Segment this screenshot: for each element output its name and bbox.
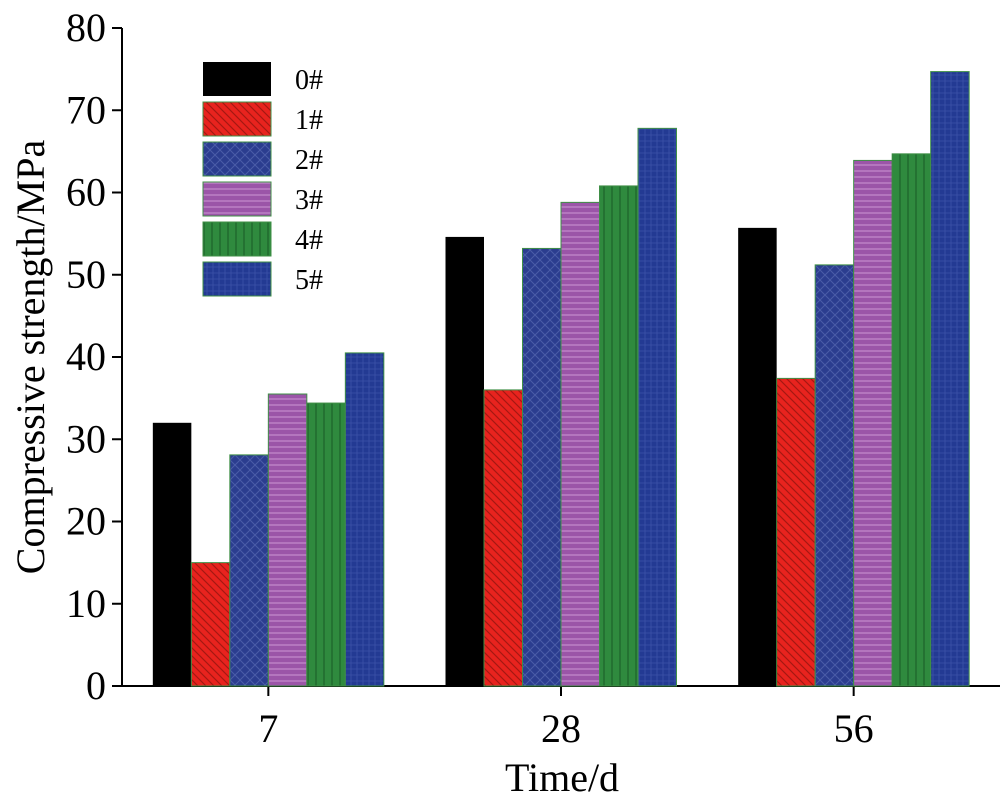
bar-0-56	[738, 227, 777, 686]
bar-2-56	[814, 264, 855, 687]
y-axis-title: Compressive strength/MPa	[8, 140, 53, 575]
legend-label: 5#	[295, 265, 323, 296]
bar-5-7	[344, 352, 385, 687]
legend-label: 4#	[295, 225, 323, 256]
x-tick-label: 56	[834, 706, 874, 751]
y-tick-label: 10	[66, 581, 106, 626]
y-tick-label: 80	[66, 5, 106, 50]
bar-2-28	[522, 247, 562, 687]
bar-3-56	[853, 159, 893, 687]
bar-4-7	[306, 402, 346, 687]
legend-label: 1#	[295, 105, 323, 136]
bar-3-7	[267, 393, 308, 687]
legend-swatch	[202, 261, 272, 297]
legend-swatch	[203, 62, 271, 96]
legend-label: 0#	[295, 65, 323, 96]
legend: 0# 1# 2# 3# 4# 5#	[202, 62, 323, 297]
y-tick-label: 40	[66, 334, 106, 379]
y-tick-label: 0	[86, 663, 106, 708]
bar-1-56	[776, 377, 816, 687]
y-tick-label: 30	[66, 416, 106, 461]
x-tick-label: 7	[258, 706, 278, 751]
legend-swatch	[202, 181, 272, 217]
bar-5-56	[930, 71, 970, 687]
bars-group	[152, 71, 970, 687]
legend-swatch	[202, 101, 272, 137]
legend-label: 2#	[295, 145, 323, 176]
y-tick-label: 70	[66, 87, 106, 132]
y-tick-label: 50	[66, 252, 106, 297]
legend-label: 3#	[295, 185, 323, 216]
bar-1-7	[190, 562, 231, 687]
bar-0-7	[152, 422, 192, 686]
y-tick-label: 60	[66, 170, 106, 215]
x-axis-title: Time/d	[505, 755, 619, 800]
y-tick-label: 20	[66, 499, 106, 544]
bar-5-28	[637, 127, 677, 687]
bar-1-28	[483, 389, 523, 687]
bar-3-28	[560, 201, 600, 687]
x-tick-label: 28	[541, 706, 581, 751]
bar-0-28	[445, 236, 484, 687]
x-axis: 7 28 56	[122, 685, 1000, 751]
legend-swatch	[202, 141, 272, 177]
y-axis: 0 10 20 30 40 50 60 70 80	[66, 5, 123, 708]
legend-swatch	[202, 221, 272, 257]
bar-4-56	[891, 153, 932, 687]
bar-2-7	[229, 454, 269, 687]
bar-4-28	[599, 185, 639, 687]
